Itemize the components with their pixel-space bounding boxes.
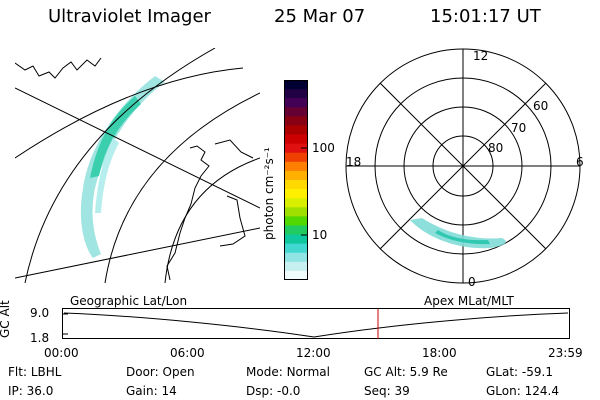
altitude-plot (62, 308, 570, 339)
altitude-xtick-0600: 06:00 (170, 346, 205, 360)
altitude-ytick-high: 9.0 (30, 306, 50, 320)
mlt-diagonal (379, 82, 547, 250)
mlt-label-6: 6 (576, 155, 584, 169)
status-door: Door: Open (126, 365, 195, 379)
colorbar-cell (284, 234, 308, 245)
altitude-xtick-1200: 12:00 (296, 346, 331, 360)
mlt-label-18: 18 (346, 155, 361, 169)
colorbar-cell (284, 143, 308, 154)
status-seq: Seq: 39 (364, 384, 410, 398)
header-time: 15:01:17 UT (430, 6, 541, 27)
status-glon: GLon: 124.4 (486, 384, 559, 398)
aurora-core (90, 96, 141, 178)
status-dsp: Dsp: -0.0 (246, 384, 301, 398)
altitude-xtick-0000: 00:00 (44, 346, 79, 360)
coastline (166, 145, 210, 281)
polar-aurora (410, 218, 506, 249)
colorbar-cell (284, 243, 308, 254)
colorbar-cell (284, 225, 308, 236)
mlt-label-0: 0 (468, 275, 476, 288)
colorbar-cell (284, 170, 308, 181)
header-date: 25 Mar 07 (274, 6, 366, 27)
lat-label-60: 60 (533, 99, 548, 113)
status-gc-alt: GC Alt: 5.9 Re (364, 365, 448, 379)
status-gain: Gain: 14 (126, 384, 177, 398)
altitude-xtick-1800: 18:00 (422, 346, 457, 360)
left-panel-label: Geographic Lat/Lon (70, 294, 188, 308)
colorbar-cell (284, 80, 308, 90)
colorbar-cell (284, 125, 308, 136)
lat-label-70: 70 (511, 121, 526, 135)
colorbar-cell (284, 261, 308, 272)
colorbar-cell (284, 198, 308, 208)
colorbar-cell (284, 207, 308, 217)
latitude-line (164, 157, 260, 283)
colorbar-cell (284, 252, 308, 263)
colorbar-cell (284, 116, 308, 126)
lat-label-80: 80 (488, 141, 503, 155)
status-flt: Flt: LBHL (8, 365, 62, 379)
colorbar-cell (284, 152, 308, 163)
coastline (214, 139, 254, 159)
colorbar-cell (284, 189, 308, 199)
longitude-line (15, 227, 260, 279)
colorbar (284, 80, 308, 280)
status-mode: Mode: Normal (246, 365, 330, 379)
altitude-curve (63, 312, 569, 338)
colorbar-cell (284, 180, 308, 190)
colorbar-cell (284, 107, 308, 117)
colorbar-cell (284, 270, 308, 280)
latitude-line (24, 48, 216, 283)
colorbar-unit-label: photon cm⁻²s⁻¹ (262, 147, 276, 240)
altitude-ytick-low: 1.8 (30, 331, 50, 345)
colorbar-tick-10: 10 (312, 228, 328, 242)
altitude-xtick-2359: 23:59 (548, 346, 583, 360)
right-panel-label: Apex MLat/MLT (424, 294, 514, 308)
mlt-label-12: 12 (473, 49, 488, 63)
geographic-map (15, 48, 260, 283)
status-glat: GLat: -59.1 (486, 365, 553, 379)
colorbar-cell (284, 89, 308, 99)
coastline (219, 195, 246, 247)
colorbar-cell (284, 161, 308, 172)
aurora-band-secondary (95, 138, 119, 213)
altitude-ylabel: GC Alt (0, 300, 12, 338)
longitude-line (15, 87, 260, 209)
coastline (15, 57, 102, 79)
mlat-mlt-polar-plot: 12 18 6 0 60 70 80 (345, 48, 584, 288)
status-ip: IP: 36.0 (8, 384, 54, 398)
latitude-line (15, 67, 244, 159)
colorbar-tick-100: 100 (312, 141, 335, 155)
colorbar-cell (284, 134, 308, 145)
colorbar-cell (284, 216, 308, 226)
app-title: Ultraviolet Imager (48, 6, 211, 27)
latitude-line (104, 92, 260, 283)
colorbar-cell (284, 98, 308, 108)
